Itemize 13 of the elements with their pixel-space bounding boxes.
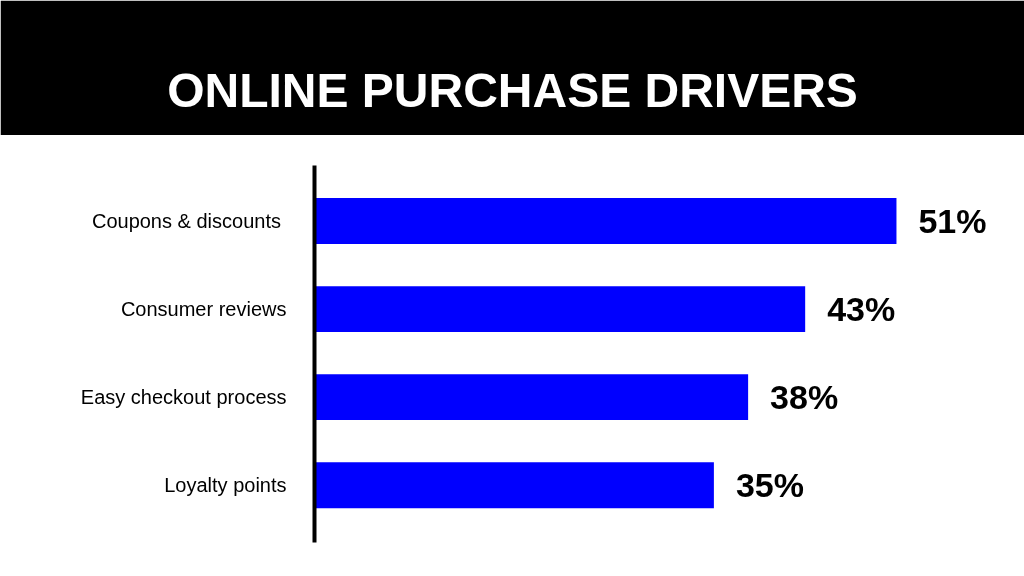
data-label: 38% <box>770 378 839 417</box>
y-tick-label: Coupons & discounts <box>91 209 281 232</box>
bar <box>314 374 749 421</box>
bar <box>314 286 806 332</box>
y-tick-label: Loyalty points <box>164 474 287 497</box>
bar <box>314 462 714 509</box>
y-tick-label: Easy checkout process <box>80 386 287 409</box>
data-label: 35% <box>735 466 804 505</box>
bar <box>314 198 897 244</box>
y-tick-label: Consumer reviews <box>120 298 287 321</box>
data-label: 51% <box>918 201 987 240</box>
chart-title: ONLINE PURCHASE DRIVERS <box>167 63 858 117</box>
data-label: 43% <box>827 290 896 329</box>
